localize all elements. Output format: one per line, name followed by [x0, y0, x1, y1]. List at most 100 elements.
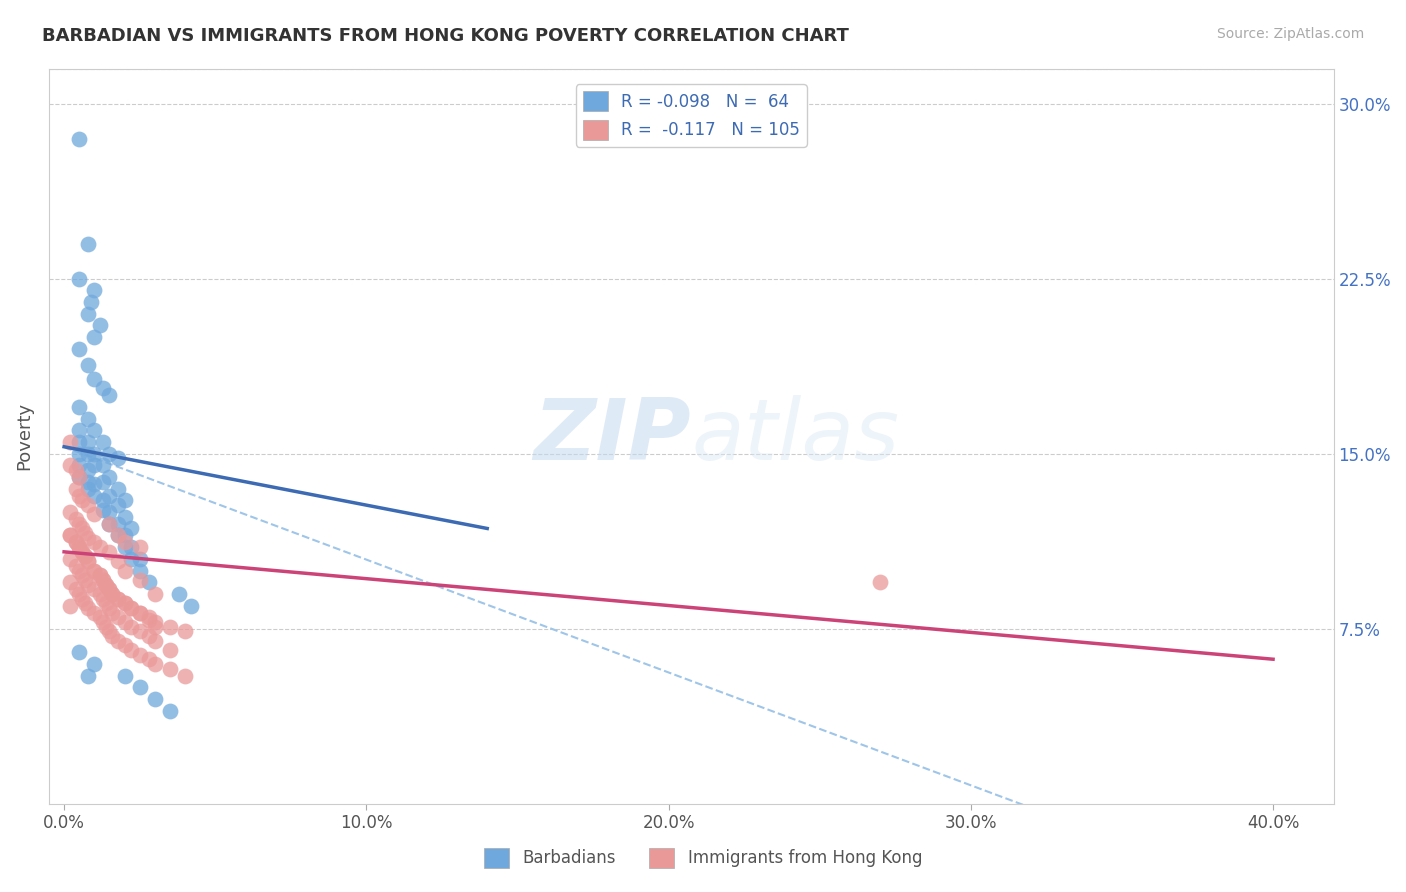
Point — [128, 573, 150, 587]
Point — [128, 551, 150, 566]
Point — [120, 521, 142, 535]
Point — [65, 463, 87, 477]
Point — [70, 493, 93, 508]
Point — [98, 470, 121, 484]
Point — [98, 600, 121, 615]
Point — [120, 600, 142, 615]
Point — [159, 704, 181, 718]
Point — [143, 657, 166, 671]
Point — [114, 493, 136, 508]
Point — [77, 554, 100, 568]
Point — [59, 551, 82, 566]
Point — [77, 600, 100, 615]
Point — [59, 528, 82, 542]
Text: atlas: atlas — [692, 395, 900, 478]
Point — [114, 509, 136, 524]
Point — [77, 236, 100, 251]
Point — [107, 591, 129, 606]
Point — [98, 582, 121, 597]
Point — [120, 600, 142, 615]
Point — [59, 528, 82, 542]
Point — [101, 587, 124, 601]
Point — [143, 615, 166, 629]
Point — [93, 493, 115, 508]
Point — [93, 475, 115, 489]
Point — [98, 516, 121, 531]
Point — [143, 587, 166, 601]
Point — [83, 606, 105, 620]
Point — [869, 575, 891, 590]
Point — [98, 624, 121, 639]
Point — [138, 575, 160, 590]
Point — [70, 545, 93, 559]
Point — [93, 573, 115, 587]
Point — [67, 435, 90, 450]
Point — [67, 458, 90, 473]
Point — [83, 657, 105, 671]
Point — [83, 424, 105, 438]
Point — [93, 381, 115, 395]
Point — [77, 447, 100, 461]
Point — [67, 564, 90, 578]
Point — [128, 564, 150, 578]
Point — [93, 503, 115, 517]
Point — [65, 512, 87, 526]
Point — [98, 447, 121, 461]
Point — [65, 582, 87, 597]
Point — [89, 610, 111, 624]
Point — [59, 435, 82, 450]
Point — [77, 307, 100, 321]
Point — [114, 540, 136, 554]
Point — [83, 564, 105, 578]
Point — [77, 531, 100, 545]
Point — [83, 508, 105, 522]
Point — [159, 643, 181, 657]
Point — [77, 358, 100, 372]
Point — [67, 540, 90, 554]
Point — [96, 577, 118, 591]
Point — [107, 610, 129, 624]
Point — [114, 615, 136, 629]
Point — [107, 554, 129, 568]
Point — [75, 549, 97, 564]
Point — [65, 558, 87, 573]
Point — [114, 638, 136, 652]
Point — [65, 535, 87, 549]
Point — [98, 582, 121, 597]
Point — [98, 545, 121, 559]
Point — [83, 477, 105, 491]
Point — [107, 633, 129, 648]
Point — [70, 568, 93, 582]
Point — [107, 591, 129, 606]
Point — [120, 551, 142, 566]
Text: BARBADIAN VS IMMIGRANTS FROM HONG KONG POVERTY CORRELATION CHART: BARBADIAN VS IMMIGRANTS FROM HONG KONG P… — [42, 27, 849, 45]
Point — [83, 447, 105, 461]
Point — [75, 549, 97, 564]
Point — [128, 624, 150, 639]
Point — [93, 591, 115, 606]
Point — [67, 516, 90, 531]
Point — [138, 610, 160, 624]
Legend: R = -0.098   N =  64, R =  -0.117   N = 105: R = -0.098 N = 64, R = -0.117 N = 105 — [576, 84, 807, 146]
Point — [77, 554, 100, 568]
Text: Source: ZipAtlas.com: Source: ZipAtlas.com — [1216, 27, 1364, 41]
Point — [138, 652, 160, 666]
Point — [67, 447, 90, 461]
Point — [138, 629, 160, 643]
Point — [83, 458, 105, 473]
Point — [67, 131, 90, 145]
Point — [98, 489, 121, 503]
Point — [83, 330, 105, 344]
Point — [77, 577, 100, 591]
Point — [83, 489, 105, 503]
Point — [67, 424, 90, 438]
Legend: Barbadians, Immigrants from Hong Kong: Barbadians, Immigrants from Hong Kong — [477, 841, 929, 875]
Point — [114, 564, 136, 578]
Point — [159, 662, 181, 676]
Point — [83, 535, 105, 549]
Point — [70, 521, 93, 535]
Point — [93, 458, 115, 473]
Point — [59, 599, 82, 613]
Point — [77, 463, 100, 477]
Point — [120, 643, 142, 657]
